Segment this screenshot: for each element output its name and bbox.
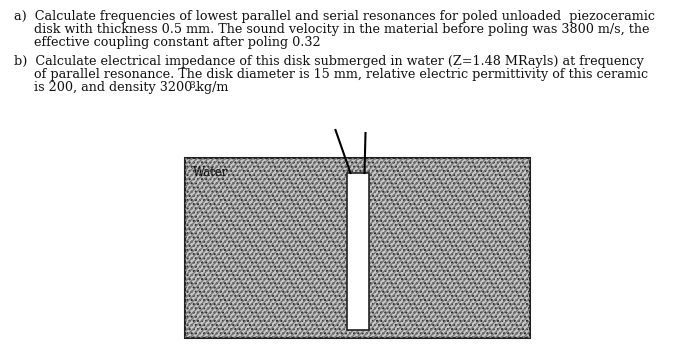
Text: disk with thickness 0.5 mm. The sound velocity in the material before poling was: disk with thickness 0.5 mm. The sound ve… <box>14 23 650 36</box>
Text: is 200, and density 3200 kg/m: is 200, and density 3200 kg/m <box>14 81 228 94</box>
Text: effective coupling constant after poling 0.32: effective coupling constant after poling… <box>14 36 321 49</box>
Bar <box>346 173 368 330</box>
Text: b)  Calculate electrical impedance of this disk submerged in water (Z=1.48 MRayl: b) Calculate electrical impedance of thi… <box>14 55 644 68</box>
Text: of parallel resonance. The disk diameter is 15 mm, relative electric permittivit: of parallel resonance. The disk diameter… <box>14 68 648 81</box>
Text: 3: 3 <box>189 81 195 90</box>
Text: .: . <box>194 81 198 94</box>
Bar <box>185 158 530 338</box>
Text: Water: Water <box>193 166 228 179</box>
Text: a)  Calculate frequencies of lowest parallel and serial resonances for poled unl: a) Calculate frequencies of lowest paral… <box>14 10 655 23</box>
Bar <box>185 158 530 338</box>
